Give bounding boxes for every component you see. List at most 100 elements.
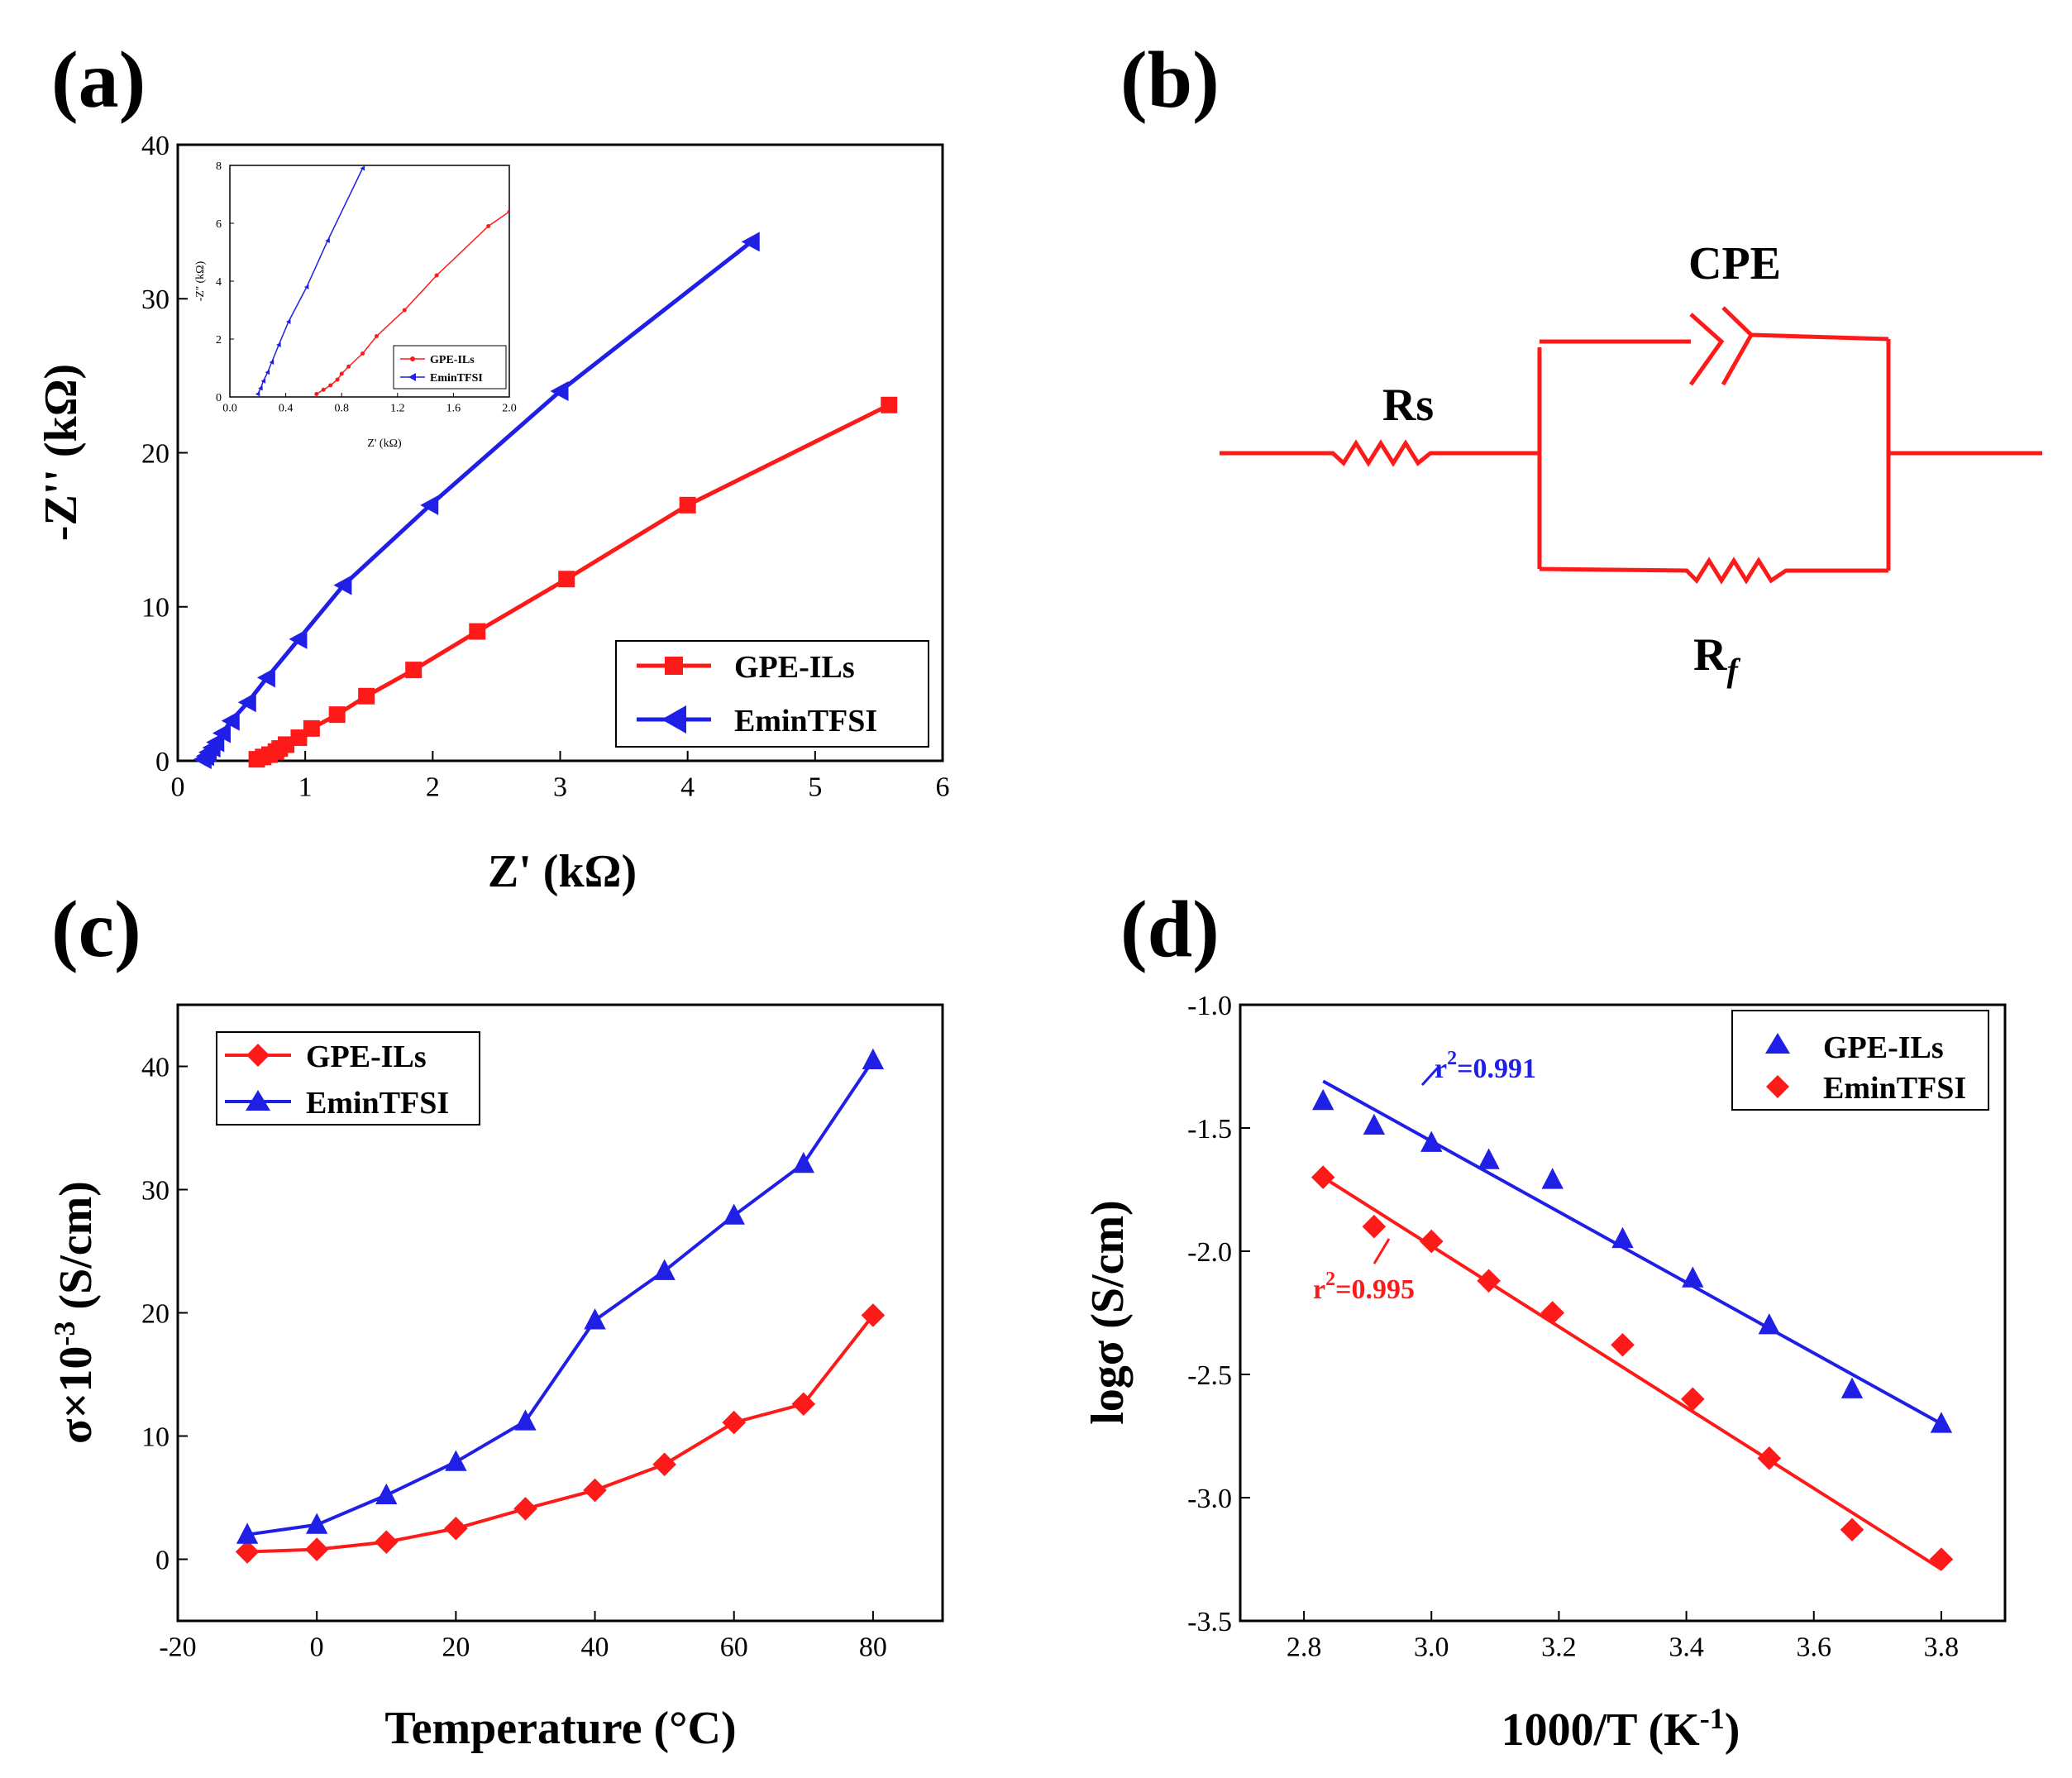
panel-a-point-gpe bbox=[278, 736, 295, 753]
panel-a-point-emin bbox=[333, 575, 352, 595]
inset-legend: GPE-ILs EminTFSI bbox=[393, 345, 507, 390]
panel-a-point-gpe bbox=[358, 687, 375, 705]
inset-y-axis-title: -Z'' (kΩ) bbox=[194, 260, 207, 301]
panel-d-y-tick-label: -3.0 bbox=[1187, 1484, 1232, 1514]
legend-label-gpe: GPE-ILs bbox=[734, 650, 855, 685]
panel-c-x-tick-label: 40 bbox=[581, 1632, 609, 1663]
inset-legend-label-gpe: GPE-ILs bbox=[430, 354, 475, 366]
panel-d-point-emin bbox=[1311, 1165, 1335, 1189]
panel-c-series-line-emin bbox=[246, 1059, 875, 1537]
panel-c-point-emin bbox=[375, 1483, 398, 1505]
inset-point-emin bbox=[260, 378, 266, 384]
cpe-plate-left bbox=[1688, 313, 1725, 386]
panel-d-point-emin bbox=[1362, 1214, 1387, 1239]
panel-a-y-tick-label: 10 bbox=[141, 593, 169, 624]
panel-a-point-emin bbox=[741, 232, 760, 252]
inset-legend-label-emin: EminTFSI bbox=[430, 372, 483, 385]
rs-label: Rs bbox=[1382, 380, 1434, 431]
panel-a-point-emin bbox=[206, 732, 225, 753]
legend-marker-emin-d bbox=[1766, 1075, 1789, 1098]
panel-c-point-gpe bbox=[304, 1537, 329, 1561]
panel-a-point-emin bbox=[212, 723, 231, 743]
panel-label-c: (c) bbox=[51, 885, 141, 974]
panel-c-legend: GPE-ILs EminTFSI bbox=[216, 1031, 480, 1126]
panel-c-x-tick-label: 20 bbox=[442, 1632, 470, 1663]
panel-d-point-gpe bbox=[1541, 1168, 1564, 1189]
panel-d-point-gpe bbox=[1363, 1113, 1386, 1135]
inset-x-tick-label: 0.8 bbox=[334, 403, 349, 415]
panel-d-y-axis-title: logσ (S/cm) bbox=[1082, 1200, 1134, 1425]
legend-marker-emin bbox=[661, 705, 686, 734]
legend-marker-gpe-c bbox=[246, 1044, 270, 1067]
panel-c-y-tick-label: 40 bbox=[141, 1052, 169, 1083]
inset-point-emin bbox=[255, 391, 260, 397]
panel-a-point-gpe bbox=[558, 571, 575, 588]
panel-d-x-tick-label: 3.2 bbox=[1541, 1632, 1577, 1663]
panel-c-y-axis-title: σ×10-3 (S/cm) bbox=[48, 1181, 102, 1444]
panel-c-point-emin bbox=[445, 1450, 467, 1471]
panel-c-point-gpe bbox=[444, 1516, 468, 1541]
inset-point-gpe bbox=[402, 308, 407, 313]
inset-point-gpe bbox=[434, 273, 439, 278]
r2-annotation-gpe: r2=0.991 bbox=[1435, 1048, 1536, 1084]
inset-legend-marker-emin bbox=[408, 373, 416, 381]
inset-point-emin bbox=[325, 238, 330, 243]
panel-d-point-emin bbox=[1477, 1269, 1501, 1293]
inset-x-tick-label: 2.0 bbox=[502, 403, 517, 415]
resistor-rf bbox=[1539, 557, 1888, 585]
panel-a-y-tick-label: 20 bbox=[141, 438, 169, 469]
panel-a-point-gpe bbox=[881, 396, 898, 413]
panel-a-y-axis-title: -Z'' (kΩ) bbox=[36, 364, 87, 541]
panel-c-point-gpe bbox=[235, 1540, 260, 1564]
panel-c-point-emin bbox=[723, 1203, 745, 1225]
panel-d-point-emin bbox=[1611, 1332, 1635, 1357]
inset-point-gpe bbox=[321, 387, 326, 392]
r2-arrow-gpe bbox=[1420, 1065, 1440, 1087]
panel-a-x-tick-label: 2 bbox=[426, 772, 440, 803]
panel-c-y-tick-label: 10 bbox=[141, 1422, 169, 1452]
panel-d-point-gpe bbox=[1930, 1412, 1953, 1433]
panel-a-x-tick-label: 1 bbox=[298, 772, 313, 803]
panel-c-x-tick-label: 60 bbox=[720, 1632, 748, 1663]
wire-top-right bbox=[1750, 332, 1889, 342]
panel-d-x-tick-label: 3.0 bbox=[1414, 1632, 1449, 1663]
inset-point-emin bbox=[258, 385, 263, 391]
panel-d-x-tick-label: 3.8 bbox=[1924, 1632, 1960, 1663]
panel-c-point-gpe bbox=[722, 1410, 747, 1435]
panel-a-x-tick-label: 5 bbox=[808, 772, 822, 803]
inset-legend-marker-gpe bbox=[410, 356, 415, 361]
panel-label-d: (d) bbox=[1120, 885, 1220, 974]
inset-point-gpe bbox=[486, 224, 491, 228]
panel-d-y-tick-label: -1.0 bbox=[1187, 991, 1232, 1021]
cpe-plate-right bbox=[1721, 306, 1755, 386]
panel-d-point-gpe bbox=[1682, 1266, 1704, 1288]
panel-d-x-tick-label: 2.8 bbox=[1287, 1632, 1322, 1663]
inset-y-tick-label: 6 bbox=[216, 218, 222, 231]
panel-d-point-emin bbox=[1757, 1446, 1782, 1470]
legend-label-gpe-d: GPE-ILs bbox=[1823, 1030, 1944, 1065]
inset-x-axis-title: Z' (kΩ) bbox=[367, 437, 402, 450]
r2-arrow-emin bbox=[1373, 1238, 1391, 1264]
inset-point-emin bbox=[303, 284, 309, 289]
panel-a-point-gpe bbox=[328, 706, 346, 724]
panel-c-point-gpe bbox=[861, 1303, 886, 1327]
panel-c-point-gpe bbox=[583, 1478, 607, 1503]
panel-c-point-emin bbox=[514, 1409, 537, 1431]
panel-c-point-emin bbox=[584, 1308, 606, 1330]
panel-d-fit-line-gpe bbox=[1322, 1079, 1942, 1426]
panel-c-point-emin bbox=[653, 1259, 676, 1280]
inset-point-gpe bbox=[507, 209, 509, 214]
inset-point-emin bbox=[285, 319, 291, 324]
panel-d-point-emin bbox=[1540, 1301, 1565, 1325]
panel-d-frame bbox=[1239, 1003, 2007, 1623]
panel-a-x-tick-label: 4 bbox=[680, 772, 695, 803]
legend-label-emin-d: EminTFSI bbox=[1823, 1071, 1966, 1106]
inset-x-tick-label: 1.6 bbox=[446, 403, 461, 415]
panel-c-series-line-gpe bbox=[247, 1314, 875, 1554]
panel-label-b: (b) bbox=[1120, 36, 1220, 125]
panel-b-circuit bbox=[1220, 306, 2042, 585]
panel-d-point-emin bbox=[1840, 1518, 1864, 1542]
panel-d-y-tick-label: -2.5 bbox=[1187, 1360, 1232, 1391]
panel-c-point-emin bbox=[305, 1513, 328, 1534]
